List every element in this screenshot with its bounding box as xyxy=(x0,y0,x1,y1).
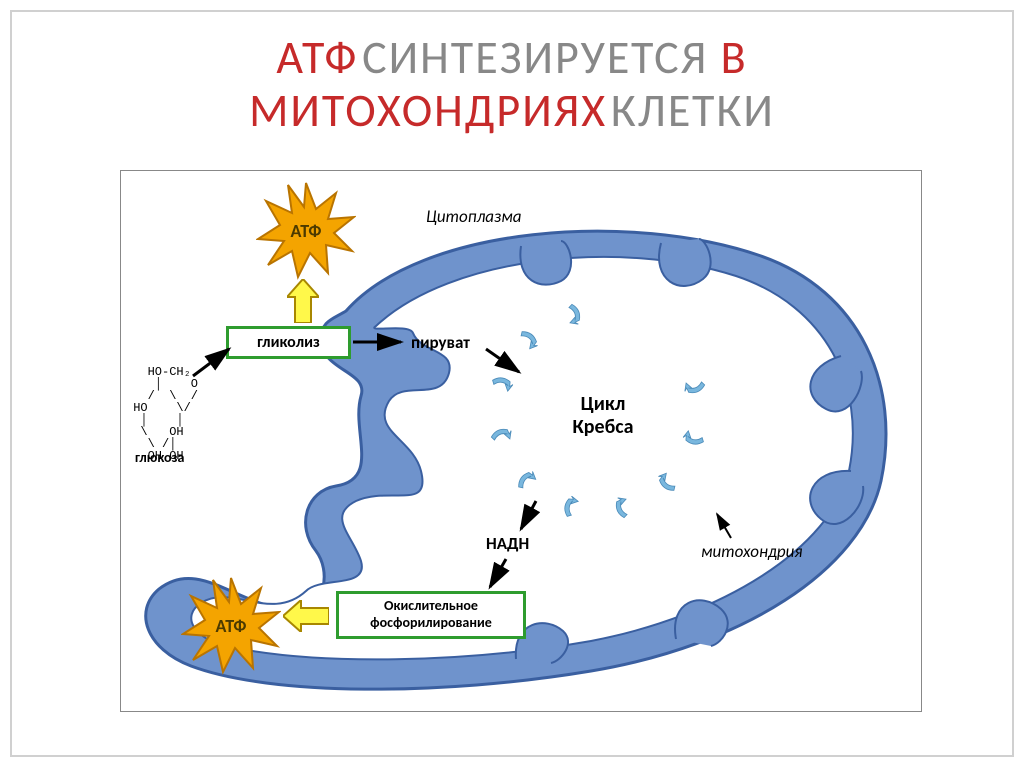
title-seg-4: МИТОХОНДРИЯХ xyxy=(249,83,607,139)
slide: АТФ СИНТЕЗИРУЕТСЯ В МИТОХОНДРИЯХ КЛЕТКИ xyxy=(0,0,1024,767)
title-seg-5: КЛЕТКИ xyxy=(611,83,775,139)
title-seg-2: В xyxy=(721,30,748,86)
title-seg-0: АТФ xyxy=(276,30,358,86)
slide-title: АТФ СИНТЕЗИРУЕТСЯ В МИТОХОНДРИЯХ КЛЕТКИ xyxy=(60,32,964,138)
title-seg-1: СИНТЕЗИРУЕТСЯ xyxy=(362,30,721,86)
arrow-mitochondrion-pointer xyxy=(121,171,921,711)
diagram-frame: АТФ гликолиз Цитоплазма HO-CH₂ │ O / \ /… xyxy=(120,170,922,712)
diagram: АТФ гликолиз Цитоплазма HO-CH₂ │ O / \ /… xyxy=(121,171,921,711)
